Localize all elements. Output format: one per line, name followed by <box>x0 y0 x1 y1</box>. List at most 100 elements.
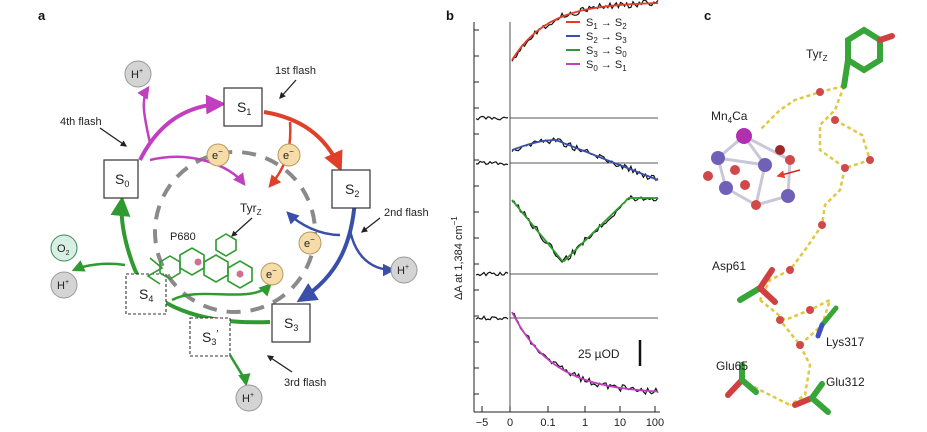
electron-badge-4: e− <box>260 262 284 286</box>
measured-trace <box>511 194 659 263</box>
x-tick-label: 10 <box>614 417 626 429</box>
asp61-label: Asp61 <box>712 259 746 273</box>
mn4ca-cluster <box>703 128 801 210</box>
proton-badge-bottom: H+ <box>235 384 263 412</box>
svg-text:S0: S0 <box>115 171 129 189</box>
y-axis-label: ΔA at 1,384 cm−1 <box>450 216 465 300</box>
lys317-residue <box>815 305 839 339</box>
x-tick-label: 100 <box>646 417 664 429</box>
second-flash-pointer <box>360 217 381 233</box>
svg-text:S4: S4 <box>139 286 153 304</box>
svg-text:H+: H+ <box>131 68 143 81</box>
water-oxygens <box>776 88 874 349</box>
fit-trace <box>511 2 658 61</box>
x-tick-label: 0 <box>507 417 513 429</box>
tyr-pointer <box>231 217 253 237</box>
state-s0: S0 <box>103 159 139 199</box>
electron-path-dashed-ring <box>153 150 317 314</box>
panel-letter-a: a <box>38 8 46 23</box>
glu312-residue <box>792 381 831 415</box>
mn4ca-label: Mn4Ca <box>711 109 748 125</box>
arrow-s0-to-s1 <box>138 94 226 161</box>
x-tick-label: −5 <box>476 417 489 429</box>
tyr-z-label: TyrZ <box>240 201 262 217</box>
hydrogen-bond-network <box>741 84 872 407</box>
glu312-label: Glu312 <box>826 375 865 389</box>
oxygen-badge: O2 <box>50 234 78 262</box>
fit-trace <box>511 311 659 393</box>
panel-letter-c: c <box>704 8 712 23</box>
svg-text:S1: S1 <box>237 99 251 117</box>
tyr-z-structure-label: TyrZ <box>806 47 828 63</box>
svg-text:S3′: S3′ <box>202 329 218 347</box>
state-s4: S4 <box>125 273 167 315</box>
state-s3-prime: S3′ <box>189 317 231 357</box>
fit-trace <box>511 139 659 181</box>
panel-a-cycle: S1 S0 S2 S3 S3′ S4 e− e− <box>50 60 429 412</box>
glu65-label: Glu65 <box>716 359 748 373</box>
fit-trace <box>511 197 658 262</box>
second-flash-label: 2nd flash <box>384 207 429 219</box>
proton-badge-right: H+ <box>390 256 418 284</box>
state-s3: S3 <box>271 303 311 343</box>
oxygen-release <box>71 260 126 272</box>
electron-badge-2: e− <box>277 143 301 167</box>
pre-flash-trace <box>475 160 509 166</box>
difference-traces <box>475 0 659 396</box>
svg-text:e−: e− <box>212 147 223 162</box>
state-s1: S1 <box>223 87 263 127</box>
proton-badge-top: H+ <box>124 60 152 88</box>
panel-c-structure: TyrZ Mn4Ca Asp61 Lys317 Glu65 Glu312 <box>703 26 895 415</box>
arrow-s2-to-s3 <box>296 199 357 303</box>
legend-entry: S0 → S1 <box>586 59 627 73</box>
x-ticks: −5 0 0.1 1 10 100 <box>476 406 664 429</box>
electron-transfer-s3 <box>171 283 272 302</box>
state-s2: S2 <box>331 169 371 209</box>
legend-entry: S3 → S0 <box>586 45 627 59</box>
svg-text:H+: H+ <box>242 392 254 405</box>
svg-text:S2: S2 <box>345 181 359 199</box>
fourth-flash-label: 4th flash <box>60 116 102 128</box>
svg-text:e−: e− <box>304 235 315 250</box>
panel-letter-b: b <box>446 8 454 23</box>
svg-text:H+: H+ <box>57 279 69 292</box>
svg-text:H+: H+ <box>397 264 409 277</box>
third-flash-pointer <box>266 355 293 373</box>
pre-flash-trace <box>475 315 509 321</box>
electron-transfer-s0 <box>149 155 246 187</box>
asp61-residue <box>737 267 778 305</box>
pre-flash-trace <box>475 271 509 277</box>
proton-release-s2 <box>348 229 396 277</box>
x-tick-label: 1 <box>582 417 588 429</box>
electron-transfer-s2 <box>286 211 341 237</box>
lys317-label: Lys317 <box>826 335 865 349</box>
svg-text:S3: S3 <box>284 315 298 333</box>
proton-badge-left: H+ <box>50 271 78 299</box>
p680-molecule-icon <box>146 233 253 289</box>
electron-badge-3: e− <box>298 231 322 255</box>
third-flash-label: 3rd flash <box>284 377 326 389</box>
measured-trace <box>511 137 659 182</box>
tyr-z-residue <box>841 26 895 89</box>
legend-entry: S1 → S2 <box>586 17 627 31</box>
pre-flash-trace <box>475 115 509 121</box>
p680-label: P680 <box>170 231 196 243</box>
electron-badge-1: e− <box>206 143 230 167</box>
arrow-s1-to-s2 <box>263 110 343 172</box>
fourth-flash-pointer <box>99 127 128 147</box>
first-flash-pointer <box>279 79 297 99</box>
legend-entry: S2 → S3 <box>586 31 627 45</box>
svg-text:e−: e− <box>283 147 294 162</box>
glu65-residue <box>725 362 759 398</box>
y-ticks <box>474 29 479 395</box>
svg-text:O2: O2 <box>57 243 70 257</box>
svg-text:e−: e− <box>266 266 277 281</box>
x-tick-label: 0.1 <box>540 417 555 429</box>
first-flash-label: 1st flash <box>275 65 316 77</box>
proton-release-s0 <box>137 85 152 144</box>
scale-bar-label: 25 µOD <box>578 347 620 361</box>
proton-release-s3 <box>228 354 251 387</box>
